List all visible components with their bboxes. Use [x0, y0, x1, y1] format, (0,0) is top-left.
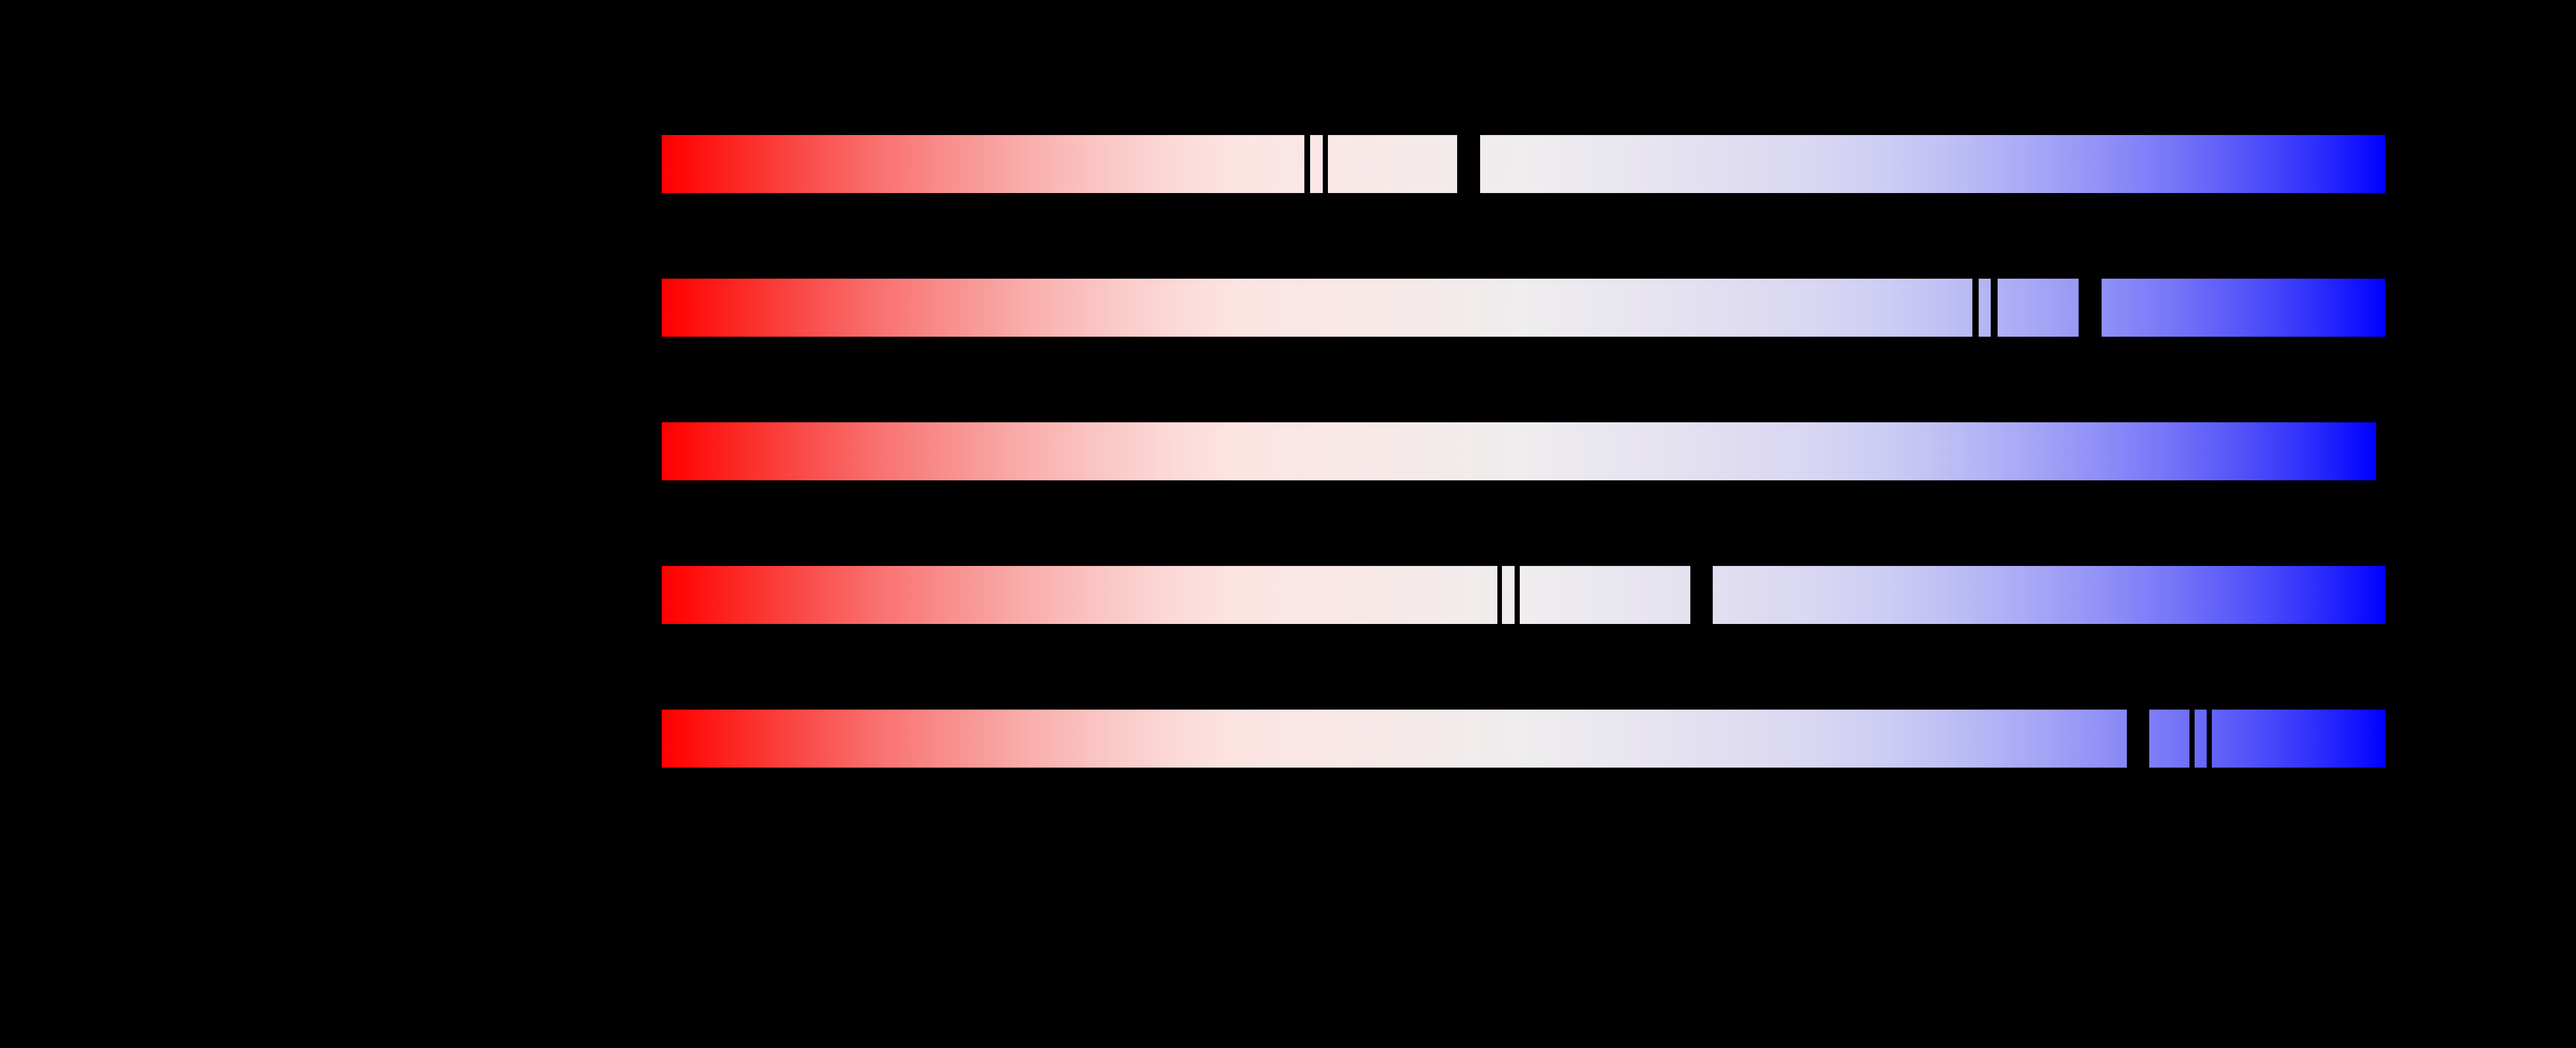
thick-marker-band: [2079, 279, 2102, 337]
thin-marker-line: [1497, 566, 1502, 624]
thin-marker-line: [1304, 135, 1310, 193]
thick-marker-band: [1457, 135, 1480, 193]
thick-marker-band: [1690, 566, 1713, 624]
gradient-bar-1: [662, 135, 2385, 193]
gradient-bar-2: [662, 279, 2385, 337]
gradient-bar-5: [662, 710, 2385, 768]
thin-marker-line: [2207, 710, 2212, 768]
thin-marker-line: [1972, 279, 1979, 337]
thick-marker-band: [2127, 710, 2149, 768]
thin-marker-line: [1991, 279, 1998, 337]
gradient-bar-4: [662, 566, 2385, 624]
thin-marker-line: [1515, 566, 1520, 624]
thin-marker-line: [2189, 710, 2195, 768]
gradient-bar-3: [662, 422, 2376, 480]
thin-marker-line: [1323, 135, 1328, 193]
